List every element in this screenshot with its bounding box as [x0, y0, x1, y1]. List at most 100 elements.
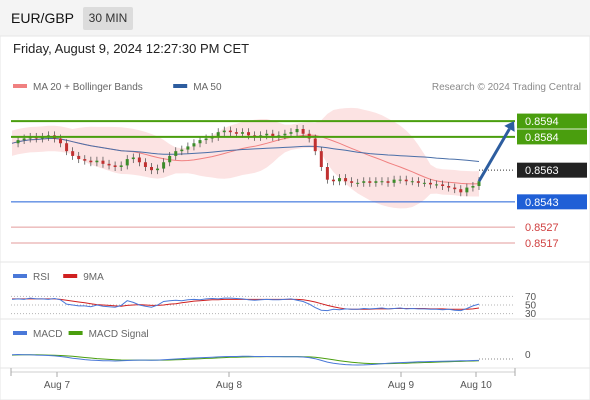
candle-body: [398, 179, 402, 181]
candle-body: [204, 138, 208, 141]
candle-body: [162, 162, 166, 169]
candle-body: [22, 138, 26, 141]
symbol-label: EUR/GBP: [11, 10, 75, 26]
candle-body: [65, 143, 69, 152]
candle-body: [168, 155, 172, 163]
candle-body: [174, 151, 178, 156]
candle-body: [325, 167, 329, 180]
candle-body: [71, 151, 75, 156]
x-tick-label: Aug 7: [44, 380, 71, 391]
forecast-arrow-shaft: [477, 128, 511, 183]
candle-body: [89, 160, 93, 163]
candle-body: [428, 182, 432, 185]
candle-body: [447, 186, 451, 188]
top-bar: EUR/GBP 30 MIN: [0, 0, 590, 36]
rsi-legend-label: RSI: [33, 272, 50, 283]
pivot-label: 0.8543: [525, 197, 559, 209]
candle-body: [125, 159, 129, 166]
candle-body: [344, 178, 348, 182]
candle-body: [180, 149, 184, 152]
candle-body: [216, 132, 220, 137]
candle-body: [350, 181, 354, 183]
legend-label: MA 20 + Bollinger Bands: [33, 82, 143, 93]
candle-body: [471, 186, 475, 188]
candle-body: [222, 130, 226, 133]
candle-body: [392, 179, 396, 183]
chart-frame: [0, 35, 590, 400]
candle-body: [356, 182, 360, 184]
macd-zero-label: 0: [525, 350, 531, 361]
candle-body: [374, 181, 378, 183]
candle-body: [83, 159, 87, 161]
credit-text: Research © 2024 Trading Central: [432, 82, 581, 93]
x-tick-label: Aug 9: [388, 380, 415, 391]
candle-body: [95, 160, 99, 163]
bollinger-band: [12, 107, 479, 209]
x-tick-label: Aug 10: [460, 380, 492, 391]
resistance-tag: [517, 129, 587, 145]
candle-body: [113, 165, 117, 167]
resistance-label: 0.8584: [525, 132, 559, 144]
chart-datetime: Friday, August 9, 2024 12:27:30 PM CET: [13, 41, 250, 56]
candle-body: [137, 157, 141, 163]
candle-body: [295, 129, 299, 133]
macd-legend-label: MACD: [33, 329, 62, 340]
legend-swatch: [13, 84, 27, 88]
candle-body: [156, 168, 160, 171]
candle-body: [240, 132, 244, 134]
candle-body: [459, 189, 463, 193]
candle-body: [119, 165, 123, 167]
candle-body: [380, 181, 384, 183]
ma50-line: [11, 138, 480, 162]
legend-swatch: [173, 84, 188, 88]
candle-body: [416, 181, 420, 183]
candle-body: [422, 182, 426, 184]
candle-body: [404, 179, 408, 182]
x-tick-label: Aug 8: [216, 380, 243, 391]
candle-body: [465, 187, 469, 193]
rsi-legend-swatch: [63, 274, 78, 278]
macd-line: [11, 353, 480, 366]
candle-body: [301, 129, 305, 134]
candle-body: [319, 151, 323, 167]
candle-body: [186, 146, 190, 150]
candle-body: [271, 133, 275, 137]
rsi-line: [11, 297, 480, 312]
resistance-label: 0.8594: [525, 116, 559, 128]
resistance-tag: [517, 113, 587, 129]
candle-body: [107, 163, 111, 166]
candle-body: [265, 133, 269, 136]
candle-body: [477, 181, 481, 186]
rsi-ma-line: [12, 298, 480, 310]
candle-body: [228, 130, 232, 133]
candle-body: [149, 167, 153, 171]
rsi-level-label: 30: [525, 309, 537, 320]
candle-body: [198, 140, 202, 144]
timeframe-button[interactable]: 30 MIN: [83, 7, 133, 30]
candle-body: [234, 132, 238, 134]
rsi-legend-label: 9MA: [83, 272, 104, 283]
candle-body: [368, 181, 372, 183]
legend-label: MA 50: [193, 82, 222, 93]
candle-body: [16, 140, 20, 144]
last-price-label: 0.8563: [525, 165, 559, 177]
rsi-level-label: 70: [525, 292, 537, 303]
last-price-tag: [517, 162, 587, 178]
candle-body: [283, 133, 287, 136]
candle-body: [247, 132, 251, 136]
support-label: 0.8527: [525, 222, 559, 234]
macd-signal-line: [11, 354, 480, 365]
candle-body: [362, 181, 366, 183]
candle-body: [289, 132, 293, 134]
candle-body: [441, 184, 445, 186]
rsi-legend-swatch: [13, 274, 27, 278]
candle-body: [435, 184, 439, 186]
candle-body: [77, 155, 81, 160]
forecast-arrow-head: [504, 121, 515, 132]
candle-body: [410, 181, 414, 183]
candle-body: [101, 160, 105, 164]
macd-legend-swatch: [13, 331, 27, 335]
candle-body: [386, 181, 390, 183]
candle-body: [313, 138, 317, 152]
